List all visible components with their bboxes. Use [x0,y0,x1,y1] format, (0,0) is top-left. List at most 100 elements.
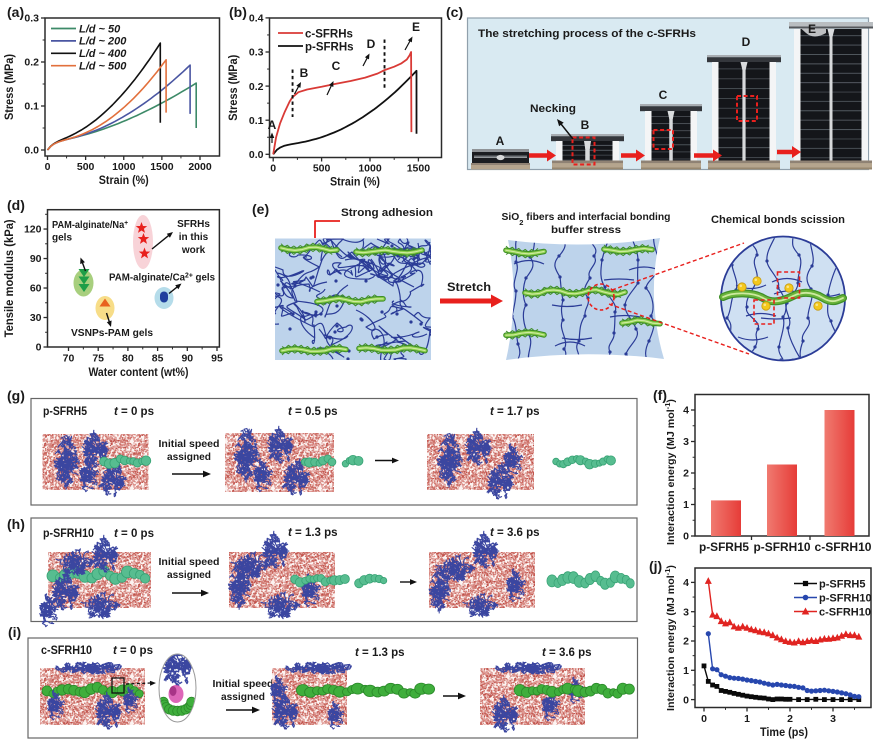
svg-text:t = 0 ps: t = 0 ps [113,645,153,657]
svg-text:0: 0 [45,161,51,173]
svg-text:p-SFRH10: p-SFRH10 [754,542,811,554]
svg-text:Tensile modulus (kPa): Tensile modulus (kPa) [4,219,16,337]
svg-text:p-SFRH10: p-SFRH10 [819,593,872,605]
svg-text:p-SFRH5: p-SFRH5 [699,542,750,554]
svg-text:p-SFRH5: p-SFRH5 [819,579,865,591]
svg-text:0.0: 0.0 [249,149,264,161]
svg-text:PAM-alginate/Ca2+ gels: PAM-alginate/Ca2+ gels [109,272,215,284]
svg-text:E: E [808,22,816,36]
svg-text:2: 2 [683,468,689,480]
svg-text:Strong adhesion: Strong adhesion [341,207,433,219]
svg-text:1500: 1500 [407,163,431,175]
svg-text:Interaction energy (MJ mol-1): Interaction energy (MJ mol-1) [663,399,678,545]
svg-text:(j): (j) [649,558,662,574]
svg-text:C: C [659,88,668,102]
svg-text:Time (ps): Time (ps) [760,727,808,739]
svg-text:A: A [496,134,505,148]
svg-text:(d): (d) [7,197,25,213]
svg-text:SiO2 fibers and interfacial bo: SiO2 fibers and interfacial bonding [502,212,671,227]
svg-text:Necking: Necking [530,103,576,115]
svg-text:A: A [268,118,277,132]
svg-text:t = 3.6 ps: t = 3.6 ps [542,647,592,659]
svg-text:0: 0 [701,713,707,725]
svg-text:D: D [367,37,376,51]
svg-text:C: C [332,59,341,73]
svg-text:B: B [581,118,590,132]
svg-text:80: 80 [122,353,134,365]
svg-text:0.2: 0.2 [249,81,264,93]
svg-text:1: 1 [683,665,689,677]
svg-text:Interaction energy (MJ mol-1): Interaction energy (MJ mol-1) [663,565,678,711]
svg-text:assigned: assigned [221,691,265,703]
svg-text:t = 0.5 ps: t = 0.5 ps [288,406,338,418]
svg-text:(c): (c) [446,4,463,20]
svg-text:t = 0 ps: t = 0 ps [114,528,154,540]
svg-text:Strain (%): Strain (%) [99,175,149,187]
svg-text:L/d ~ 500: L/d ~ 500 [79,61,127,73]
svg-text:3: 3 [830,713,836,725]
svg-text:t = 1.3 ps: t = 1.3 ps [355,647,405,659]
svg-text:B: B [300,66,309,80]
svg-text:(f): (f) [653,387,667,403]
svg-text:1: 1 [744,713,750,725]
svg-text:Chemical bonds scission: Chemical bonds scission [711,214,845,226]
svg-text:(e): (e) [252,201,269,217]
svg-text:c-SFRH10: c-SFRH10 [819,607,871,619]
svg-text:(i): (i) [8,624,21,640]
svg-text:Water content (wt%): Water content (wt%) [88,367,188,379]
svg-text:0: 0 [270,163,276,175]
svg-text:4: 4 [683,405,689,417]
svg-text:500: 500 [77,161,95,173]
svg-text:VSNPs-PAM gels: VSNPs-PAM gels [71,328,153,339]
svg-text:90: 90 [181,353,193,365]
svg-text:buffer stress: buffer stress [551,224,621,236]
svg-text:L/d ~ 50: L/d ~ 50 [79,23,121,35]
svg-text:PAM-alginate/Na+: PAM-alginate/Na+ [52,220,128,232]
svg-text:75: 75 [92,353,104,365]
svg-text:Initial speed: Initial speed [159,438,220,450]
svg-text:(h): (h) [7,516,25,532]
svg-text:120: 120 [24,224,42,236]
svg-text:2000: 2000 [188,161,212,173]
svg-text:The stretching process of the: The stretching process of the c-SFRHs [478,28,696,40]
svg-text:gels: gels [52,233,72,244]
svg-text:85: 85 [152,353,164,365]
svg-text:2: 2 [787,713,793,725]
svg-text:E: E [412,20,420,34]
svg-text:Initial speed: Initial speed [159,556,220,568]
svg-text:0.3: 0.3 [24,13,39,25]
svg-text:p-SFRH10: p-SFRH10 [43,528,94,540]
svg-text:(b): (b) [229,4,247,20]
svg-text:Initial speed: Initial speed [213,678,274,690]
svg-text:t = 1.7 ps: t = 1.7 ps [490,406,540,418]
svg-text:0.2: 0.2 [24,57,39,69]
svg-text:work: work [181,245,206,256]
svg-text:c-SFRHs: c-SFRHs [305,28,353,40]
svg-text:0: 0 [683,694,689,706]
svg-text:SFRHs: SFRHs [177,219,210,230]
svg-text:1: 1 [683,499,689,511]
svg-text:(a): (a) [7,4,24,20]
svg-text:60: 60 [30,283,42,295]
svg-text:3: 3 [683,606,689,618]
svg-text:Stretch: Stretch [447,282,491,294]
svg-text:Stress (MPa): Stress (MPa) [4,54,16,120]
svg-text:p-SFRH5: p-SFRH5 [43,406,88,418]
svg-text:t = 1.3 ps: t = 1.3 ps [288,527,338,539]
svg-text:1000: 1000 [112,161,136,173]
svg-text:0.4: 0.4 [249,13,264,25]
svg-text:2: 2 [683,636,689,648]
svg-text:t = 0 ps: t = 0 ps [114,406,154,418]
svg-text:L/d ~ 200: L/d ~ 200 [79,36,127,48]
svg-text:(g): (g) [7,388,25,404]
svg-text:Strain (%): Strain (%) [330,177,380,189]
svg-text:assigned: assigned [167,569,211,581]
svg-text:0.0: 0.0 [24,145,39,157]
svg-text:L/d ~ 400: L/d ~ 400 [79,48,127,60]
svg-text:3: 3 [683,436,689,448]
svg-text:0.1: 0.1 [249,115,264,127]
svg-text:c-SFRH10: c-SFRH10 [41,645,92,657]
svg-text:4: 4 [683,577,689,589]
svg-text:0.3: 0.3 [249,47,264,59]
svg-text:in this: in this [179,232,209,243]
